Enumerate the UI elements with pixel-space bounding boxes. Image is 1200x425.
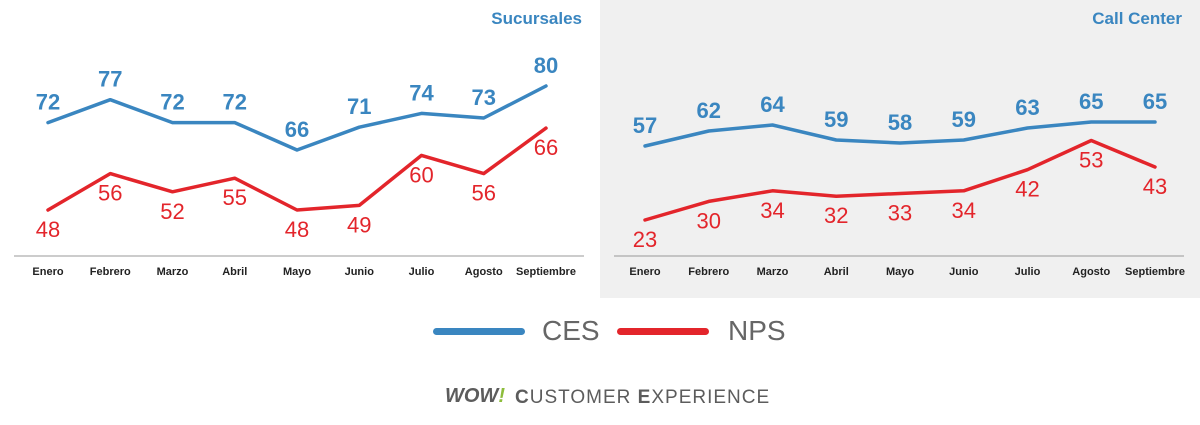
x-tick-label: Febrero [90, 266, 131, 278]
sucursales-chart: Enero Febrero Marzo Abril Mayo Junio Julio Agos… [14, 53, 584, 278]
x-tick-label: Mayo [283, 266, 311, 278]
legend-ces-label: CES [542, 315, 600, 346]
data-label-ces: 57 [633, 113, 657, 138]
data-label-nps: 55 [223, 185, 247, 210]
data-label-ces: 72 [160, 90, 184, 115]
data-label-ces: 65 [1079, 89, 1103, 114]
x-tick-label: Julio [1015, 266, 1041, 278]
data-label-nps: 42 [1015, 177, 1039, 202]
data-label-ces: 71 [347, 94, 371, 119]
x-tick-label: Mayo [886, 266, 914, 278]
legend-ces-line [433, 328, 525, 335]
legend: CES NPS [0, 312, 1200, 352]
call-center-panel: Call Center Enero Febrero Marzo Abril Mayo Ju… [600, 0, 1200, 298]
series-line-nps [46, 126, 548, 212]
data-label-ces: 59 [824, 107, 848, 132]
data-label-nps: 34 [760, 198, 784, 223]
data-label-nps: 23 [633, 227, 657, 252]
x-tick-label: Junio [345, 266, 375, 278]
panel-title: Call Center [1092, 9, 1182, 28]
series-line-ces [46, 84, 548, 152]
data-label-nps: 30 [697, 208, 721, 233]
data-label-nps: 43 [1143, 174, 1167, 199]
x-tick-label: Agosto [1072, 266, 1110, 278]
x-tick-label: Junio [949, 266, 979, 278]
data-label-ces: 80 [534, 53, 558, 78]
x-tick-label: Marzo [157, 266, 189, 278]
x-tick-label: Enero [32, 266, 63, 278]
data-label-nps: 56 [472, 181, 496, 206]
legend-nps-label: NPS [728, 315, 786, 346]
call-center-chart: Enero Febrero Marzo Abril Mayo Junio Julio Agos… [614, 89, 1185, 278]
data-label-nps: 34 [952, 198, 976, 223]
data-label-nps: 56 [98, 181, 122, 206]
data-label-nps: 32 [824, 203, 848, 228]
data-label-ces: 62 [697, 98, 721, 123]
data-label-ces: 59 [952, 107, 976, 132]
x-tick-label: Abril [222, 266, 247, 278]
data-label-ces: 72 [223, 90, 247, 115]
data-label-nps: 52 [160, 199, 184, 224]
x-tick-label: Julio [409, 266, 435, 278]
data-label-ces: 72 [36, 90, 60, 115]
x-tick-label: Abril [824, 266, 849, 278]
panel-title: Sucursales [491, 9, 582, 28]
data-label-nps: 60 [409, 162, 433, 187]
data-label-ces: 74 [409, 80, 434, 105]
data-label-ces: 63 [1015, 95, 1039, 120]
brand-tagline: CUSTOMER EXPERIENCE [515, 387, 771, 408]
data-label-ces: 73 [472, 85, 496, 110]
data-label-nps: 48 [285, 217, 309, 242]
sucursales-panel: Sucursales Enero Febrero Marzo Abril Mayo Jun… [0, 0, 600, 298]
x-tick-label: Agosto [465, 266, 503, 278]
x-tick-label: Marzo [757, 266, 789, 278]
series-line-ces [643, 120, 1157, 148]
x-tick-label: Septiembre [1125, 266, 1185, 278]
data-label-ces: 65 [1143, 89, 1167, 114]
data-label-nps: 53 [1079, 148, 1103, 173]
x-tick-label: Enero [629, 266, 660, 278]
series-line-nps [643, 138, 1157, 222]
data-label-ces: 66 [285, 117, 309, 142]
data-label-ces: 58 [888, 110, 912, 135]
data-label-ces: 64 [760, 92, 785, 117]
wow-logo: WOW! [445, 385, 505, 407]
data-label-nps: 66 [534, 135, 558, 160]
legend-nps-line [617, 328, 709, 335]
data-label-nps: 49 [347, 212, 371, 237]
x-tick-label: Febrero [688, 266, 729, 278]
data-label-ces: 77 [98, 67, 122, 92]
data-label-nps: 33 [888, 201, 912, 226]
x-tick-label: Septiembre [516, 266, 576, 278]
data-label-nps: 48 [36, 217, 60, 242]
